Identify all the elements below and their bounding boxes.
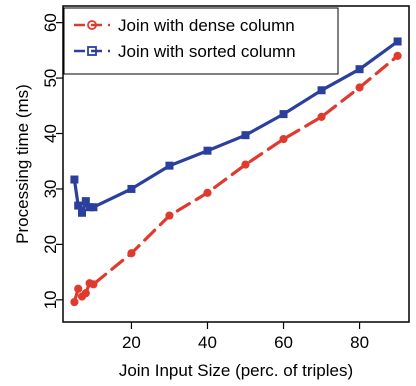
series-dense bbox=[70, 51, 402, 307]
data-point bbox=[279, 110, 288, 119]
data-point bbox=[279, 134, 288, 144]
y-axis-title: Processing time (ms) bbox=[13, 84, 32, 244]
legend: Join with dense column Join with sorted … bbox=[63, 7, 339, 75]
legend-entry-dense: Join with dense column bbox=[74, 16, 295, 35]
legend-label-dense: Join with dense column bbox=[118, 16, 295, 35]
x-tick-label: 20 bbox=[122, 333, 141, 352]
data-point bbox=[393, 51, 402, 60]
x-axis: 20 40 60 80 bbox=[122, 322, 369, 352]
data-point bbox=[203, 146, 212, 155]
series-line bbox=[72, 54, 400, 304]
data-point bbox=[127, 249, 136, 258]
series-sorted bbox=[70, 37, 402, 217]
data-point bbox=[70, 175, 79, 184]
data-point bbox=[317, 86, 326, 95]
x-tick-label: 40 bbox=[198, 333, 217, 352]
legend-label-sorted: Join with sorted column bbox=[118, 42, 296, 61]
data-point bbox=[74, 201, 83, 210]
data-point bbox=[165, 161, 174, 170]
data-point bbox=[393, 37, 402, 46]
data-point bbox=[89, 280, 98, 289]
data-point bbox=[355, 65, 364, 74]
y-tick-label: 20 bbox=[41, 235, 60, 254]
x-tick-label: 60 bbox=[274, 333, 293, 352]
x-axis-title: Join Input Size (perc. of triples) bbox=[119, 361, 353, 380]
y-tick-label: 40 bbox=[41, 124, 60, 143]
y-tick-label: 10 bbox=[41, 290, 60, 309]
data-point bbox=[74, 284, 83, 293]
y-tick-label: 60 bbox=[41, 13, 60, 32]
data-point bbox=[317, 112, 326, 121]
data-point bbox=[355, 83, 364, 92]
data-point bbox=[203, 188, 212, 197]
legend-entry-sorted: Join with sorted column bbox=[74, 42, 296, 61]
data-point bbox=[165, 211, 174, 220]
data-point bbox=[241, 160, 250, 169]
legend-marker-sorted bbox=[87, 46, 97, 56]
plot-frame bbox=[62, 5, 410, 323]
x-tick-label: 80 bbox=[350, 333, 369, 352]
data-point bbox=[127, 184, 136, 193]
y-tick-label: 30 bbox=[41, 179, 60, 198]
y-tick-label: 50 bbox=[41, 69, 60, 88]
data-point bbox=[70, 297, 79, 307]
legend-box bbox=[63, 7, 339, 75]
data-point bbox=[81, 289, 90, 298]
series-layer bbox=[70, 37, 402, 307]
data-point bbox=[78, 208, 87, 217]
data-point bbox=[89, 203, 98, 212]
data-point bbox=[241, 131, 250, 140]
y-axis: 10 20 30 40 50 60 bbox=[41, 13, 63, 309]
legend-marker-dense bbox=[87, 20, 97, 30]
